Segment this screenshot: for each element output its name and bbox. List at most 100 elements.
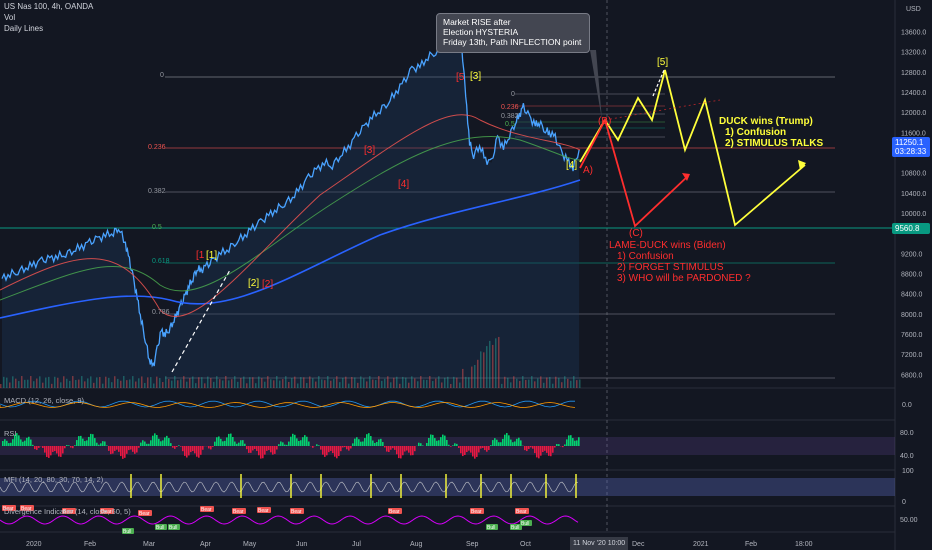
bear-tag bbox=[20, 505, 34, 511]
rsi-bar bbox=[430, 434, 432, 446]
rsi-bar bbox=[364, 438, 366, 446]
ma-200-line bbox=[0, 179, 581, 319]
rsi-bar bbox=[478, 446, 480, 453]
rsi-bar bbox=[208, 446, 210, 449]
volume-bar bbox=[66, 378, 68, 388]
macd-tick: 0.0 bbox=[902, 402, 912, 409]
rsi-bar bbox=[180, 446, 182, 447]
bull-tag-text: Bull bbox=[521, 521, 529, 527]
rsi-bar bbox=[38, 446, 40, 448]
bar-countdown: 03:28:33 bbox=[895, 147, 927, 156]
rsi-bar bbox=[388, 446, 390, 453]
volume-bar bbox=[18, 381, 20, 388]
symbol-title[interactable]: US Nas 100, 4h, OANDA bbox=[4, 2, 94, 11]
wave-2-yellow-label: [2] bbox=[248, 278, 260, 289]
rsi-bar bbox=[152, 435, 154, 446]
rsi-bar bbox=[488, 446, 490, 451]
rsi-bar bbox=[376, 441, 378, 446]
macd-label[interactable]: MACD (12, 26, close, 9) bbox=[4, 396, 85, 405]
volume-bar bbox=[111, 382, 113, 388]
last-price-value: 11250.1 bbox=[895, 138, 924, 147]
rsi-bar bbox=[468, 446, 470, 451]
rsi-bar bbox=[340, 446, 342, 452]
volume-bar bbox=[54, 376, 56, 388]
volume-bar bbox=[108, 377, 110, 388]
volume-bar bbox=[390, 382, 392, 388]
rsi-bar bbox=[120, 446, 122, 457]
rsi-bar bbox=[288, 441, 290, 446]
rsi-bar bbox=[396, 446, 398, 455]
rsi-bar bbox=[42, 446, 44, 449]
vol-legend[interactable]: Vol bbox=[4, 13, 16, 22]
mfi-label[interactable]: MFI (14, 20, 80, 30, 70, 14, 2) bbox=[4, 475, 104, 484]
volume-bar bbox=[447, 376, 449, 388]
volume-bar bbox=[570, 380, 572, 388]
volume-bar bbox=[3, 376, 5, 388]
volume-bar bbox=[102, 383, 104, 388]
rsi-bar bbox=[438, 440, 440, 446]
last-price-tag[interactable]: 11250.1 03:28:33 bbox=[892, 137, 930, 157]
rsi-bar bbox=[568, 435, 570, 446]
price-tick-label: 12400.0 bbox=[901, 90, 926, 97]
fib-label-0: 0 bbox=[160, 72, 164, 79]
volume-bar bbox=[90, 376, 92, 388]
rsi-bar bbox=[66, 445, 68, 446]
volume-bar bbox=[327, 376, 329, 388]
volume-bar bbox=[387, 376, 389, 388]
bull-tag bbox=[520, 520, 532, 526]
bear-tag bbox=[100, 508, 114, 514]
volume-bar bbox=[489, 340, 491, 388]
rsi-bar bbox=[36, 446, 38, 450]
volume-bar bbox=[513, 376, 515, 388]
volume-bar bbox=[279, 380, 281, 388]
volume-bar bbox=[333, 378, 335, 388]
volume-bar bbox=[423, 379, 425, 388]
rsi-bar bbox=[24, 440, 26, 446]
wave-c-label: (C) bbox=[629, 228, 643, 239]
rsi-bar bbox=[106, 445, 108, 446]
volume-bar bbox=[291, 377, 293, 388]
rsi-bar bbox=[526, 446, 528, 452]
rsi-bar bbox=[32, 444, 34, 446]
ma-50-line bbox=[0, 114, 581, 317]
divergence-label[interactable]: Divergence Indicator (14, close, 60, 5) bbox=[4, 507, 131, 516]
volume-bar bbox=[396, 376, 398, 388]
volume-bar bbox=[564, 376, 566, 388]
volume-bar bbox=[243, 376, 245, 388]
rsi-label[interactable]: RSI bbox=[4, 429, 17, 438]
volume-bar bbox=[576, 380, 578, 388]
rsi-bar bbox=[570, 435, 572, 446]
rsi-bar bbox=[452, 445, 454, 446]
volume-bar bbox=[456, 377, 458, 388]
rsi-bar bbox=[30, 439, 32, 446]
rsi-tick-80: 80.0 bbox=[900, 430, 914, 437]
price-tick-label: 10400.0 bbox=[901, 191, 926, 198]
time-axis-label: Aug bbox=[410, 541, 423, 548]
rsi-bar bbox=[132, 446, 134, 452]
rsi-bar bbox=[316, 444, 318, 446]
volume-bar bbox=[315, 381, 317, 388]
volume-bar bbox=[60, 382, 62, 388]
time-axis-label: Feb bbox=[84, 541, 96, 548]
lame-duck-line-3: 3) WHO will be PARDONED ? bbox=[617, 273, 751, 284]
bear-tag-text: Bear bbox=[63, 509, 74, 515]
volume-bar bbox=[132, 376, 134, 388]
volume-bar bbox=[144, 382, 146, 388]
daily-lines-legend[interactable]: Daily Lines bbox=[4, 24, 44, 33]
fib2-label-0382: 0.382 bbox=[501, 113, 519, 120]
rsi-bar bbox=[138, 446, 140, 448]
volume-bar bbox=[561, 382, 563, 388]
level-price-tag[interactable]: 9560.8 bbox=[892, 223, 930, 234]
rsi-bar bbox=[228, 433, 230, 446]
wave-4-yellow-label: [4] bbox=[566, 160, 578, 171]
election-callout[interactable]: Market RISE after Election HYSTERIA Frid… bbox=[436, 13, 590, 53]
rsi-bar bbox=[158, 438, 160, 446]
fib-label-0382: 0.382 bbox=[148, 188, 166, 195]
rsi-bar bbox=[362, 441, 364, 446]
rsi-bar bbox=[168, 438, 170, 446]
volume-bar bbox=[96, 377, 98, 388]
rsi-bar bbox=[540, 446, 542, 456]
bear-tag-text: Bear bbox=[389, 509, 400, 515]
rsi-bar bbox=[504, 434, 506, 446]
